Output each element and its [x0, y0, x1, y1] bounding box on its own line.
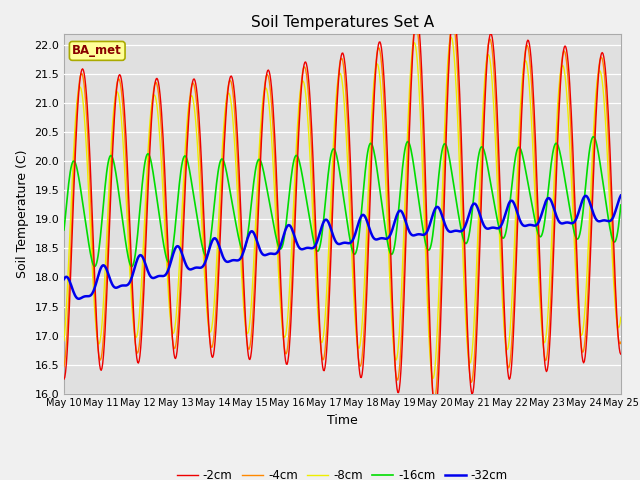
-32cm [428, 217, 435, 223]
Title: Soil Temperatures Set A: Soil Temperatures Set A [251, 15, 434, 30]
-2cm [426, 335, 434, 340]
-2cm [70, 181, 78, 187]
Line: -2cm: -2cm [64, 16, 621, 413]
-16cm [127, 264, 135, 269]
-8cm [127, 296, 135, 301]
-4cm [430, 397, 438, 403]
-8cm [426, 357, 434, 362]
Line: -16cm: -16cm [64, 137, 621, 266]
-4cm [426, 349, 434, 355]
-32cm [70, 290, 78, 296]
-2cm [184, 130, 192, 135]
-16cm [128, 264, 136, 269]
-8cm [429, 375, 436, 381]
-8cm [70, 140, 78, 146]
-32cm [214, 240, 222, 246]
-16cm [617, 202, 625, 208]
Line: -8cm: -8cm [64, 37, 621, 378]
-16cm [60, 227, 68, 233]
-16cm [70, 158, 78, 164]
-4cm [617, 339, 625, 345]
-8cm [60, 338, 68, 344]
Legend: -2cm, -4cm, -8cm, -16cm, -32cm: -2cm, -4cm, -8cm, -16cm, -32cm [172, 464, 513, 480]
-2cm [617, 351, 625, 357]
-2cm [60, 376, 68, 382]
Line: -4cm: -4cm [64, 20, 621, 400]
-16cm [214, 169, 222, 175]
-32cm [60, 276, 68, 282]
-4cm [184, 120, 192, 125]
-16cm [411, 170, 419, 176]
-4cm [70, 164, 78, 170]
-16cm [428, 242, 435, 248]
-32cm [128, 274, 136, 279]
-8cm [410, 40, 418, 46]
-2cm [449, 13, 456, 19]
Y-axis label: Soil Temperature (C): Soil Temperature (C) [16, 149, 29, 278]
-32cm [185, 266, 193, 272]
-2cm [410, 31, 418, 36]
-4cm [449, 17, 456, 23]
-2cm [214, 300, 221, 306]
-4cm [60, 364, 68, 370]
Line: -32cm: -32cm [64, 195, 621, 299]
-32cm [617, 192, 625, 198]
X-axis label: Time: Time [327, 414, 358, 427]
-32cm [75, 296, 83, 301]
-2cm [431, 410, 439, 416]
-16cm [590, 134, 598, 140]
-8cm [214, 244, 221, 250]
-4cm [127, 278, 135, 284]
-8cm [617, 314, 625, 320]
-16cm [185, 163, 193, 169]
-32cm [411, 232, 419, 238]
-8cm [184, 110, 192, 116]
Text: BA_met: BA_met [72, 44, 122, 58]
-8cm [447, 34, 455, 40]
-4cm [214, 280, 221, 286]
-2cm [127, 260, 135, 265]
-4cm [410, 28, 418, 34]
